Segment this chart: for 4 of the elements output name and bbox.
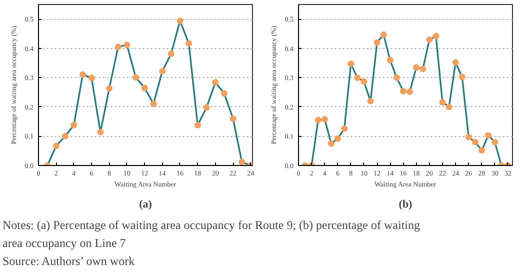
text: (b) (398, 198, 413, 210)
text: Notes: (a) Percentage of waiting area occupancy for Route 9; (b) percentage of waiting area occupancy on Line 7 (2, 218, 420, 250)
text: (a) (139, 198, 152, 210)
source-note: Source: Authors’ own work (2, 254, 135, 268)
